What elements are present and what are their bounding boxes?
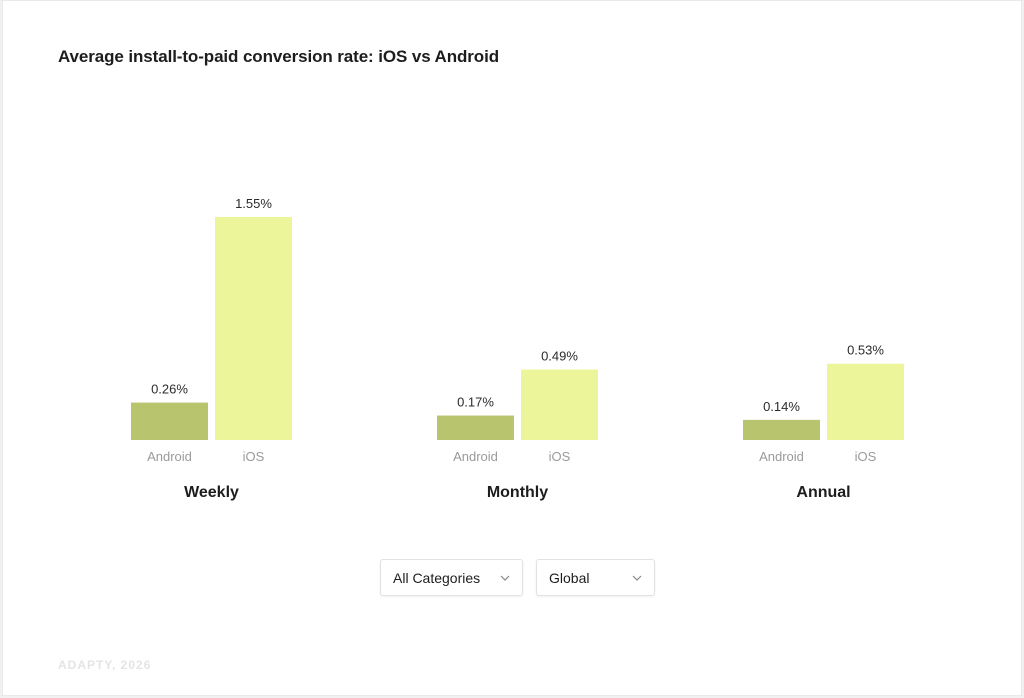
category-dropdown-value: All Categories (393, 569, 481, 586)
bar-android-weekly (131, 402, 208, 440)
bar-value-label: 0.17% (457, 395, 494, 410)
category-label: Annual (796, 484, 850, 501)
region-dropdown[interactable]: Global (536, 559, 655, 596)
bar-ios-monthly (521, 369, 598, 440)
bar-value-label: 0.14% (763, 399, 800, 414)
bar-series-label: iOS (549, 449, 571, 464)
chevron-down-icon (500, 573, 510, 583)
bar-android-annual (743, 419, 820, 440)
bar-group-weekly: 0.26% Android 1.55% iOS Weekly (131, 196, 292, 501)
bar-android-monthly (437, 415, 514, 440)
bar-group-annual: 0.14% Android 0.53% iOS Annual (743, 343, 904, 501)
category-label: Monthly (487, 484, 548, 501)
bar-group-monthly: 0.17% Android 0.49% iOS Monthly (437, 348, 598, 501)
bar-value-label: 0.49% (541, 348, 578, 363)
category-label: Weekly (184, 484, 239, 501)
bar-value-label: 0.26% (151, 382, 188, 397)
bar-value-label: 1.55% (235, 196, 272, 211)
region-dropdown-value: Global (549, 569, 590, 586)
bar-series-label: iOS (855, 449, 877, 464)
bar-value-label: 0.53% (847, 343, 884, 358)
bar-series-label: Android (759, 449, 804, 464)
category-dropdown[interactable]: All Categories (380, 559, 523, 596)
bar-series-label: iOS (243, 449, 265, 464)
bar-chart: 0.26%Android1.55%iOSWeekly0.17%Android0.… (131, 196, 904, 501)
bar-ios-annual (827, 363, 904, 440)
bar-series-label: Android (453, 449, 498, 464)
footer-credit: ADAPTY, 2026 (58, 658, 152, 672)
bar-ios-weekly (215, 216, 292, 440)
chevron-down-icon (632, 573, 642, 583)
bar-series-label: Android (147, 449, 192, 464)
chart-title: Average install-to-paid conversion rate:… (58, 47, 499, 66)
